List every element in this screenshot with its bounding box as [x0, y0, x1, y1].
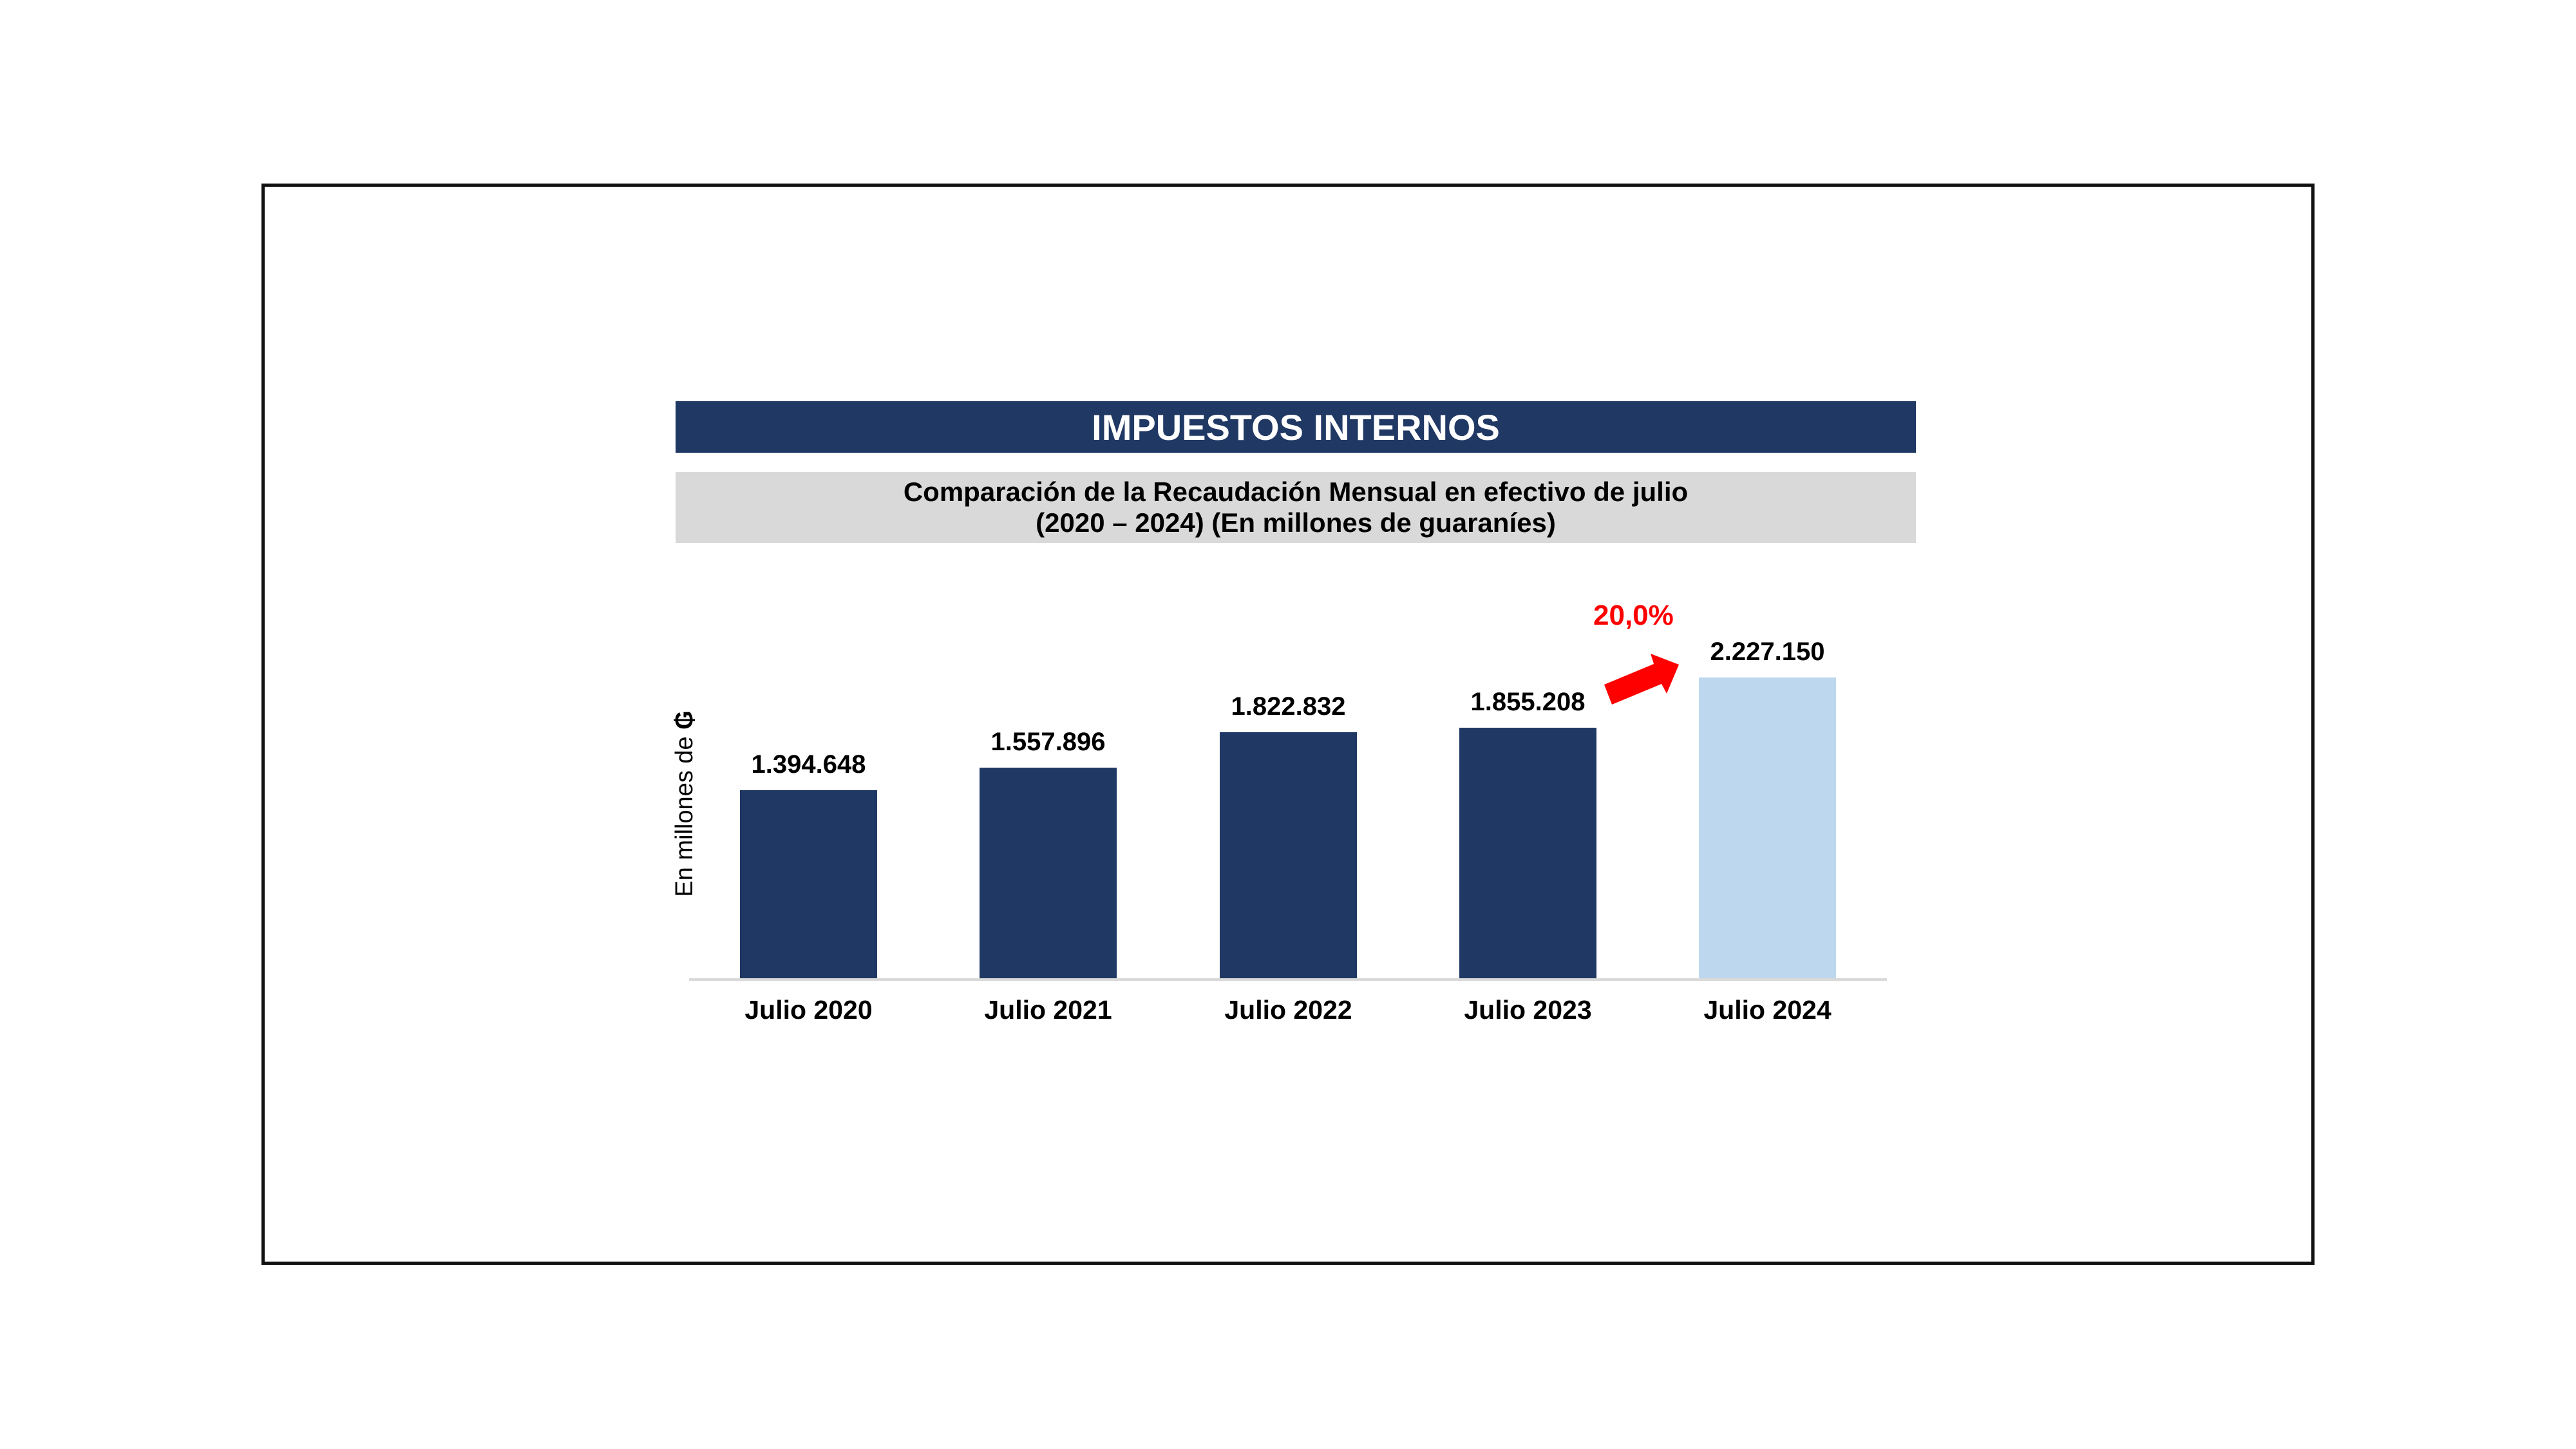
bar-julio-2021 [980, 768, 1117, 978]
bar-value-label: 1.855.208 [1470, 688, 1586, 716]
chart-subtitle-line1: Comparación de la Recaudación Mensual en… [903, 477, 1689, 507]
chart-title: IMPUESTOS INTERNOS [1092, 406, 1500, 448]
x-axis-category-label: Julio 2022 [1224, 995, 1352, 1025]
guarani-currency-icon: ₲ [671, 710, 698, 730]
slide-frame [261, 184, 2315, 1265]
bar-value-label: 1.394.648 [751, 750, 866, 779]
title-bar: IMPUESTOS INTERNOS [676, 401, 1916, 453]
bar-value-label: 1.557.896 [990, 728, 1106, 756]
x-axis-category-label: Julio 2023 [1464, 995, 1592, 1025]
bar-value-label: 1.822.832 [1231, 692, 1346, 721]
x-axis-category-label: Julio 2020 [744, 995, 873, 1025]
growth-percentage: 20,0% [1593, 600, 1674, 631]
arrow-up-right-icon [1604, 654, 1679, 705]
bar-julio-2022 [1220, 732, 1357, 978]
x-axis-category-label: Julio 2021 [984, 995, 1112, 1025]
bar-julio-2020 [740, 790, 877, 978]
bar-value-label: 2.227.150 [1710, 638, 1825, 666]
chart-subtitle-line2: (2020 – 2024) (En millones de guaraníes) [1036, 507, 1556, 538]
x-axis-category-label: Julio 2024 [1703, 995, 1832, 1025]
bar-julio-2023 [1459, 728, 1596, 978]
y-axis-label-text: En millones de [671, 729, 698, 897]
bar-julio-2024 [1699, 677, 1836, 978]
x-axis-line [689, 978, 1887, 981]
y-axis-label: En millones de ₲ [671, 710, 698, 897]
subtitle-bar: Comparación de la Recaudación Mensual en… [676, 472, 1916, 543]
